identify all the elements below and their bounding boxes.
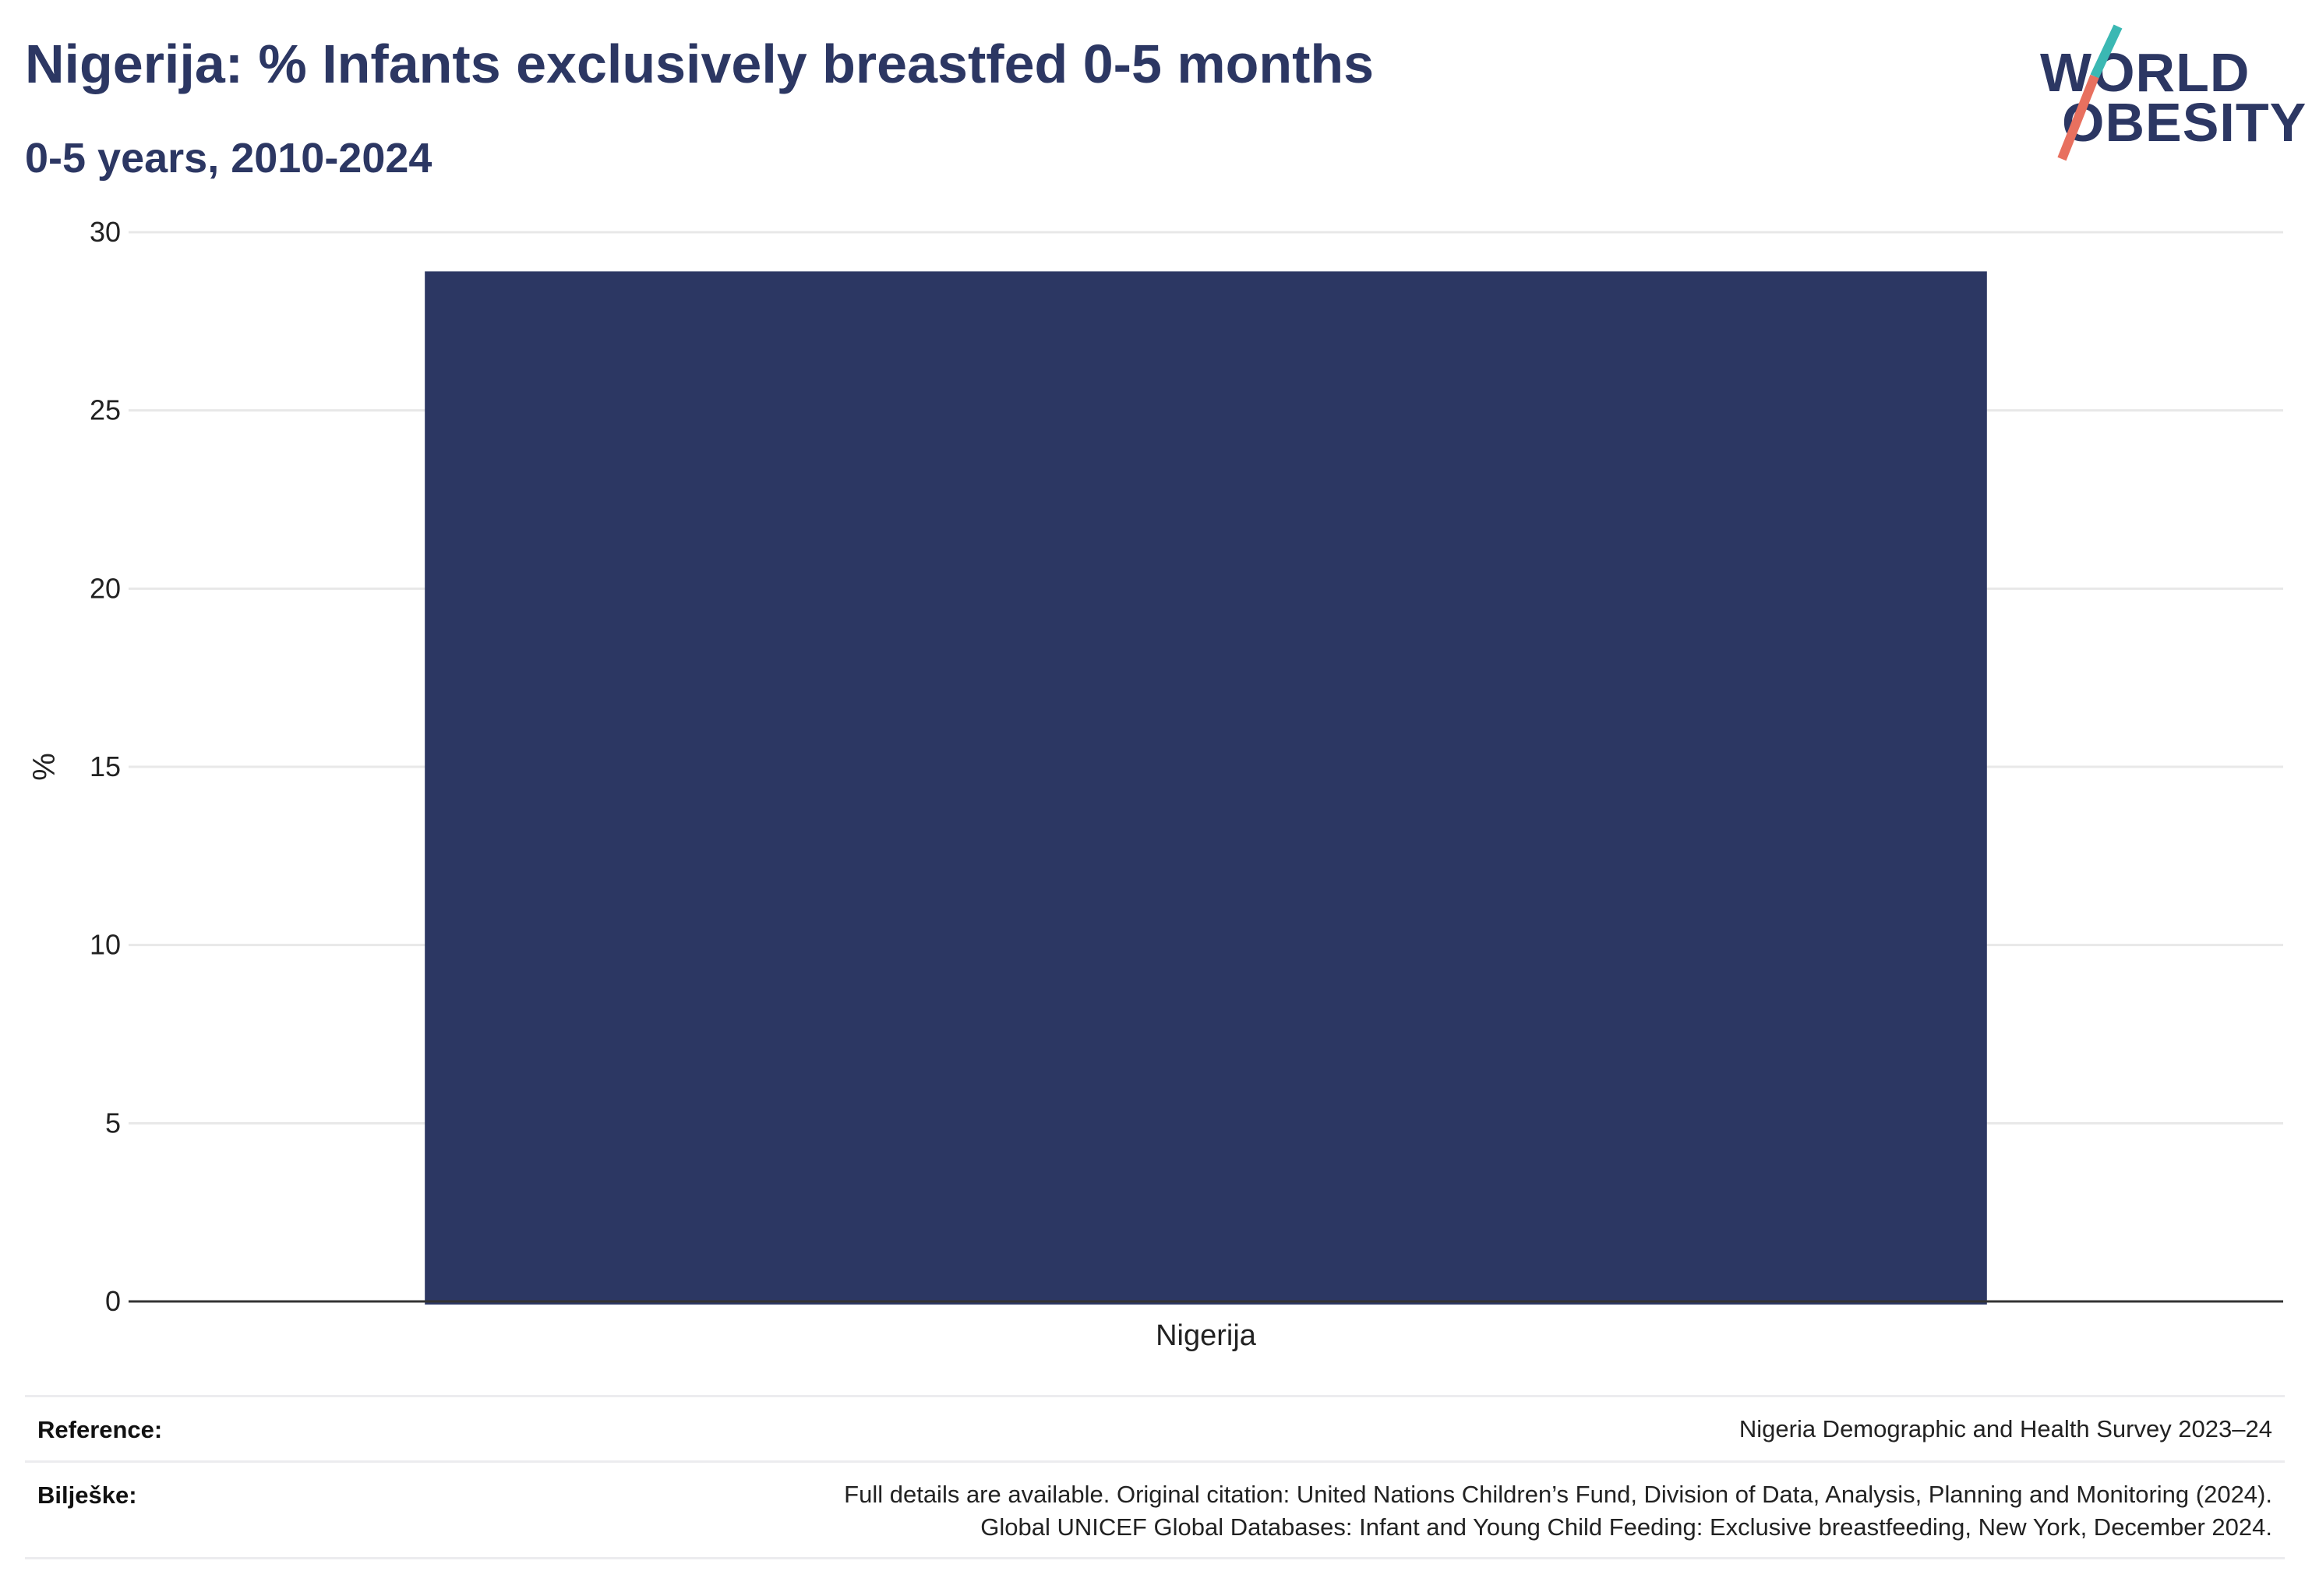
notes-label: Bilješke:: [37, 1481, 137, 1509]
reference-value: Nigeria Demographic and Health Survey 20…: [1738, 1415, 2272, 1442]
logo-word-world: WORLD: [2040, 42, 2250, 103]
x-tick-label: Nigerija: [1156, 1319, 1257, 1352]
bar-chart: 0 5 10 15 20 25 30 Nigerija%: [27, 216, 2283, 1352]
y-axis-label: %: [27, 753, 62, 781]
reference-label: Reference:: [37, 1416, 163, 1443]
logo-word-obesity: OBESITY: [2062, 92, 2305, 153]
chart-subtitle: 0-5 years, 2010-2024: [25, 135, 432, 182]
world-obesity-logo: WORLD OBESITY: [2026, 22, 2305, 162]
bar: [425, 271, 1987, 1305]
reference-row: Reference: Nigeria Demographic and Healt…: [25, 1395, 2285, 1463]
y-tick-label: 20: [90, 572, 121, 604]
notes-row: Bilješke: Full details are available. Or…: [25, 1460, 2285, 1559]
y-tick-label: 15: [90, 750, 121, 782]
notes-value: Full details are available. Original cit…: [844, 1478, 2272, 1544]
y-tick-label: 5: [105, 1107, 121, 1139]
footer-divider: [25, 1557, 2285, 1559]
notes-line-1: Full details are available. Original cit…: [844, 1481, 2272, 1508]
logo-slash-icon: [2057, 24, 2123, 161]
y-tick-label: 0: [105, 1285, 121, 1317]
y-tick-label: 30: [90, 216, 121, 248]
y-tick-label: 25: [90, 394, 121, 426]
notes-line-2: Global UNICEF Global Databases: Infant a…: [980, 1513, 2272, 1541]
y-tick-label: 10: [90, 929, 121, 961]
chart-title: Nigerija: % Infants exclusively breastfe…: [25, 34, 1375, 94]
